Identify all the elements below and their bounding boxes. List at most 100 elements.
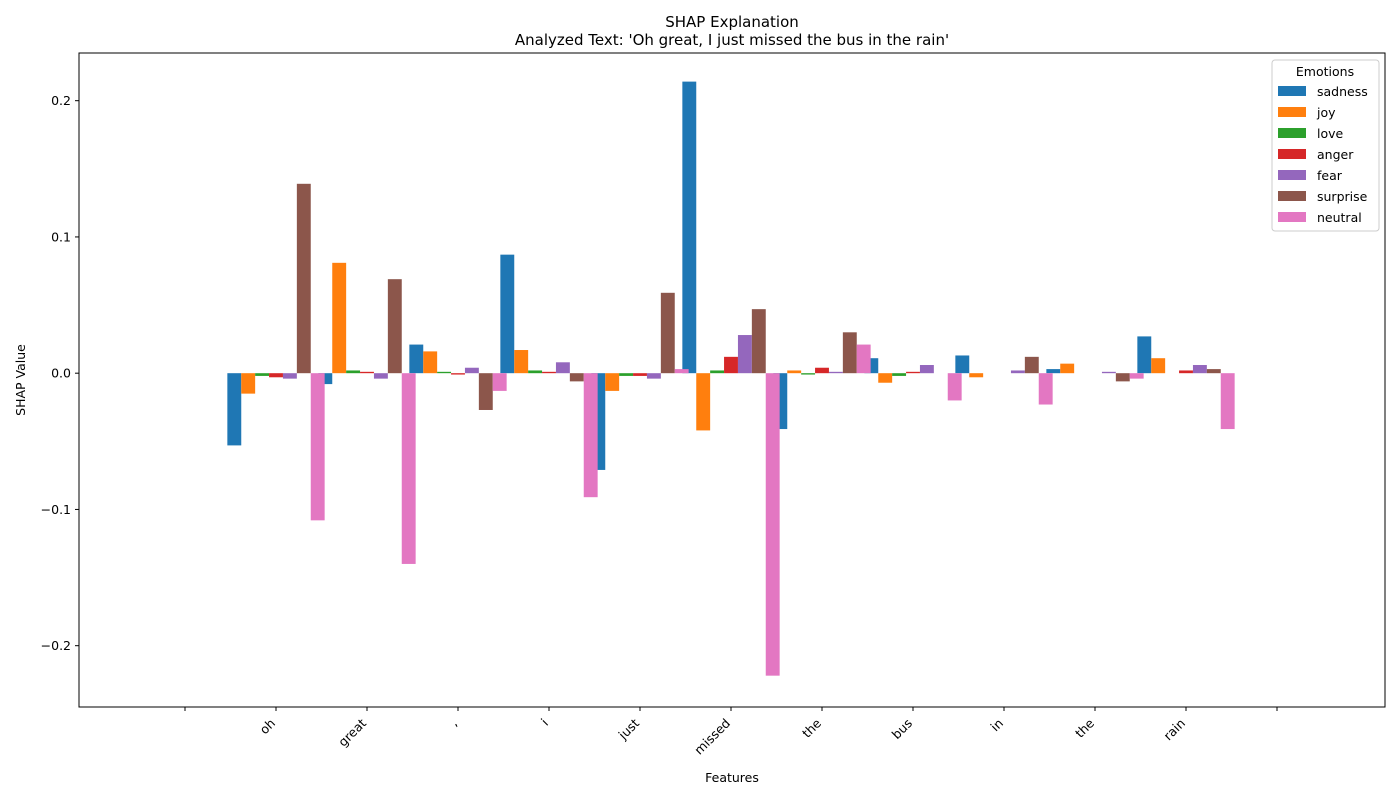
bar-surprise-9 [1024, 356, 1039, 374]
y-axis: −0.2 −0.1 0.0 0.1 0.2 [41, 93, 79, 653]
y-tick-label: −0.2 [41, 638, 71, 653]
legend-swatch-love [1278, 128, 1306, 138]
legend-label-sadness: sadness [1317, 84, 1368, 99]
legend-label-anger: anger [1317, 147, 1354, 162]
bar-anger-8 [906, 371, 920, 374]
bar-neutral-9 [1038, 373, 1053, 405]
bar-joy-9 [969, 373, 984, 378]
chart-subtitle: Analyzed Text: 'Oh great, I just missed … [515, 31, 949, 49]
chart-title: SHAP Explanation [665, 13, 799, 31]
bar-love-2 [346, 370, 361, 374]
bar-love-6 [710, 370, 725, 374]
bar-anger-1 [269, 373, 283, 378]
bar-joy-10 [1060, 363, 1075, 374]
legend-swatch-anger [1278, 149, 1306, 159]
legend-label-surprise: surprise [1317, 189, 1368, 204]
x-tick-label: rain [1160, 716, 1188, 744]
y-tick-label: 0.0 [51, 366, 71, 381]
y-tick-label: −0.1 [41, 502, 71, 517]
bar-joy-8 [878, 373, 893, 383]
bar-surprise-5 [660, 292, 675, 374]
bar-neutral-7 [856, 344, 871, 374]
bar-sadness-9 [955, 355, 970, 374]
bar-love-7 [801, 373, 816, 375]
bar-anger-4 [542, 371, 556, 374]
x-tick-label: the [799, 715, 824, 740]
bar-surprise-7 [842, 332, 857, 374]
bar-surprise-6 [751, 309, 766, 374]
legend-label-fear: fear [1317, 168, 1343, 183]
bar-neutral-11 [1220, 373, 1235, 430]
bar-anger-3 [451, 373, 465, 375]
bar-fear-2 [373, 373, 388, 379]
bar-sadness-1 [227, 373, 242, 446]
x-tick-label: missed [691, 716, 733, 758]
bar-fear-1 [282, 373, 297, 379]
bar-sadness-4 [500, 254, 515, 374]
bar-sadness-10 [1046, 369, 1061, 374]
bar-fear-6 [737, 335, 752, 374]
legend-swatch-fear [1278, 170, 1306, 180]
bar-surprise-10 [1115, 373, 1130, 382]
bar-neutral-3 [492, 373, 507, 391]
bar-joy-11 [1151, 358, 1166, 374]
legend-swatch-joy [1278, 107, 1306, 117]
bar-joy-7 [787, 370, 802, 374]
bar-fear-8 [919, 365, 934, 374]
bar-neutral-1 [310, 373, 325, 521]
bar-fear-11 [1192, 365, 1207, 374]
legend-swatch-neutral [1278, 212, 1306, 222]
bar-love-4 [528, 370, 543, 374]
bar-surprise-3 [478, 373, 493, 410]
bar-neutral-2 [401, 373, 416, 564]
bar-joy-4 [514, 350, 529, 374]
bar-joy-2 [332, 262, 347, 374]
legend-label-neutral: neutral [1317, 210, 1362, 225]
bar-joy-5 [605, 373, 620, 391]
x-axis: oh great, i just missed the bus in the rain [184, 707, 1278, 758]
y-tick-label: 0.2 [51, 93, 71, 108]
x-tick-label: great [335, 715, 369, 749]
x-tick-label: i [538, 716, 551, 729]
legend-swatch-sadness [1278, 86, 1306, 96]
bar-love-5 [619, 373, 634, 376]
legend-swatch-surprise [1278, 191, 1306, 201]
x-tick-label: bus [889, 716, 915, 742]
legend-title: Emotions [1296, 64, 1354, 79]
x-tick-label: in [987, 716, 1006, 735]
bar-love-3 [437, 371, 452, 374]
bar-neutral-5 [674, 369, 689, 374]
legend-frame [1271, 59, 1380, 232]
plot-area-frame [78, 52, 1386, 708]
bar-neutral-6 [765, 373, 780, 676]
bar-neutral-4 [583, 373, 598, 498]
bar-anger-2 [360, 371, 374, 374]
bar-sadness-3 [409, 344, 424, 374]
bar-joy-3 [423, 351, 438, 374]
bar-surprise-11 [1206, 369, 1221, 374]
bar-surprise-1 [296, 183, 311, 374]
bar-neutral-10 [1129, 373, 1144, 379]
bar-love-1 [255, 373, 270, 376]
bar-anger-6 [724, 356, 738, 374]
bar-joy-6 [696, 373, 711, 431]
bar-anger-11 [1179, 370, 1193, 374]
bar-anger-7 [815, 367, 829, 374]
bar-anger-5 [633, 373, 647, 376]
x-tick-label: oh [256, 716, 278, 738]
bar-sadness-11 [1137, 336, 1152, 374]
bar-joy-1 [241, 373, 256, 394]
bar-love-8 [892, 373, 907, 376]
x-tick-label: the [1072, 715, 1097, 740]
x-tick-label: , [447, 716, 460, 729]
bar-sadness-2 [318, 373, 333, 385]
bar-fear-5 [646, 373, 661, 379]
bar-fear-3 [464, 367, 479, 374]
bars-group [227, 81, 1235, 676]
x-axis-label: Features [705, 770, 759, 785]
legend-label-joy: joy [1316, 105, 1336, 120]
x-tick-label: just [615, 715, 643, 743]
legend-label-love: love [1317, 126, 1344, 141]
legend: Emotions sadness joy love anger fear surprise… [1271, 59, 1380, 232]
